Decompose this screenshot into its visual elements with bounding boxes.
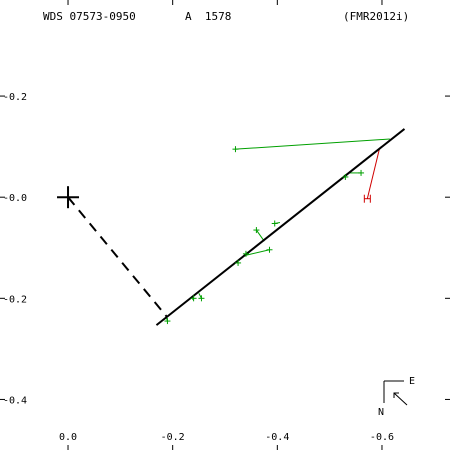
observation-marker-7 bbox=[235, 259, 242, 266]
compass-north-label: N bbox=[378, 407, 384, 418]
observation-marker-4 bbox=[253, 227, 260, 234]
compass-arrow-line bbox=[393, 392, 408, 406]
orbit-lines bbox=[67, 128, 406, 326]
residual-line-0 bbox=[235, 138, 390, 150]
observation-marker-3 bbox=[271, 220, 278, 227]
observation-marker-2 bbox=[342, 173, 349, 180]
x-tick-label: 0.0 bbox=[59, 432, 77, 443]
observation-marker-8 bbox=[198, 295, 205, 302]
observation-markers bbox=[164, 146, 371, 325]
observation-marker-10 bbox=[164, 318, 171, 325]
y-tick-label: -0.2 bbox=[3, 92, 27, 103]
primary-star-marker bbox=[57, 186, 80, 209]
discoverer-label: A 1578 bbox=[185, 10, 232, 23]
observation-marker-1 bbox=[358, 169, 365, 176]
y-tick-label: -0.0 bbox=[3, 193, 27, 204]
compass: E N bbox=[378, 376, 415, 418]
observation-marker-9 bbox=[190, 295, 197, 302]
x-tick-label: -0.6 bbox=[370, 432, 394, 443]
compass-arrow-head bbox=[393, 392, 399, 398]
residual-lines bbox=[165, 138, 390, 322]
x-tick-label: -0.4 bbox=[265, 432, 289, 443]
y-tick-label: -0.2 bbox=[3, 294, 27, 305]
y-tick-label: -0.4 bbox=[3, 395, 27, 406]
orbit-line bbox=[155, 128, 406, 326]
residual-line-11 bbox=[366, 149, 380, 199]
compass-east-label: E bbox=[409, 376, 415, 387]
periastron-line bbox=[67, 196, 169, 319]
observation-marker-5 bbox=[266, 246, 273, 253]
observation-marker-red bbox=[363, 194, 371, 203]
x-tick-label: -0.2 bbox=[161, 432, 185, 443]
residual-line-5 bbox=[243, 249, 270, 257]
reference-label: (FMR2012i) bbox=[343, 10, 410, 23]
residual-line-4 bbox=[255, 229, 265, 242]
wds-label: WDS 07573-0950 bbox=[43, 10, 136, 23]
observation-marker-6 bbox=[242, 250, 249, 257]
observation-marker-0 bbox=[232, 146, 239, 153]
